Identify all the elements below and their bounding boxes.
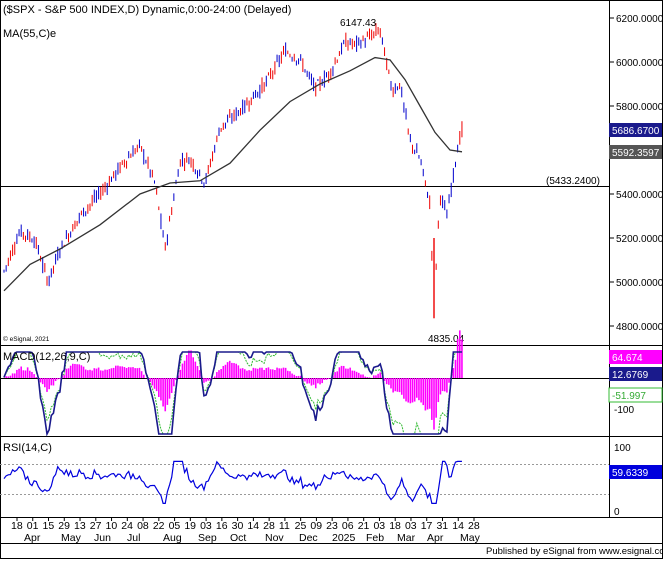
- price-tick-label: 5800.0000: [616, 102, 663, 113]
- date-day-label: 30: [232, 520, 244, 532]
- date-day-label: 28: [263, 520, 275, 532]
- price-tick-label: 5400.0000: [616, 190, 663, 201]
- chart-title: ($SPX - S&P 500 INDEX,D) Dynamic,0:00-24…: [3, 4, 291, 16]
- footer-credit: Published by eSignal from www.esignal.co…: [486, 546, 663, 557]
- rsi-tick-100: 100: [614, 443, 631, 454]
- date-day-label: 25: [295, 520, 307, 532]
- price-tick-label: 5000.0000: [616, 278, 663, 289]
- rsi-tick-0: 0: [614, 507, 620, 518]
- ma-price-tag: [609, 145, 662, 159]
- date-month-label: May: [460, 532, 481, 544]
- date-day-label: 01: [27, 520, 39, 532]
- date-day-label: 24: [121, 520, 133, 532]
- date-day-label: 31: [436, 520, 448, 532]
- last-price-tag: [609, 123, 662, 137]
- high-annotation: 6147.43: [340, 18, 377, 29]
- date-day-label: 03: [373, 520, 385, 532]
- copyright-label: © eSignal, 2021: [3, 335, 50, 343]
- date-day-label: 22: [153, 520, 165, 532]
- date-day-label: 14: [247, 520, 259, 532]
- price-candles: [3, 23, 463, 319]
- macd-hist-tag: [609, 350, 662, 364]
- rsi-value: 59.6339: [612, 468, 649, 479]
- date-day-label: 21: [358, 520, 370, 532]
- level-annotation: (5433.2400): [546, 176, 600, 187]
- date-month-label: Mar: [397, 532, 416, 544]
- date-axis-months: Apr May Jun Jul Aug Sep Oct Nov Dec 2025 Feb Mar Apr…: [24, 532, 481, 544]
- low-annotation: 4835.04: [428, 334, 465, 345]
- macd-signal-tag: [608, 387, 663, 403]
- date-month-label: Jun: [94, 532, 111, 544]
- date-month-label: Dec: [299, 532, 318, 544]
- date-day-label: 15: [43, 520, 55, 532]
- date-day-label: 03: [200, 520, 212, 532]
- date-month-label: Jul: [127, 532, 140, 544]
- date-month-label: Sep: [198, 532, 217, 544]
- date-day-label: 18: [11, 520, 23, 532]
- macd-tick-minus100: -100: [614, 405, 634, 416]
- date-day-label: 14: [452, 520, 464, 532]
- price-tick-label: 6200.0000: [616, 14, 663, 25]
- ma-label: MA(55,C)e: [3, 28, 56, 40]
- date-day-label: 19: [184, 520, 196, 532]
- macd-signal-value: -51.997: [612, 391, 646, 402]
- date-day-label: 13: [74, 520, 86, 532]
- date-day-label: 08: [137, 520, 149, 532]
- price-tick-label: 5200.0000: [616, 234, 663, 245]
- rsi-label: RSI(14,C): [3, 442, 52, 454]
- date-month-label: Oct: [230, 532, 246, 544]
- date-day-label: 18: [389, 520, 401, 532]
- last-price-value: 5686.6700: [612, 126, 660, 137]
- date-day-label: 16: [216, 520, 228, 532]
- date-day-label: 10: [106, 520, 118, 532]
- macd-label: MACD(12,26,9,C): [3, 351, 90, 363]
- date-day-label: 17: [421, 520, 433, 532]
- date-month-label: Feb: [366, 532, 384, 544]
- date-month-label: Apr: [24, 532, 41, 544]
- rsi-line: [3, 460, 462, 504]
- ma-price-value: 5592.3597: [612, 148, 660, 159]
- date-day-label: 11: [279, 520, 290, 532]
- date-axis-days: 18 01 15 29 13 27 10 24 08 22 05 19 03 16 30 14 28 11 25 09…: [11, 517, 480, 532]
- date-day-label: 05: [169, 520, 181, 532]
- date-day-label: 29: [58, 520, 70, 532]
- date-day-label: 23: [326, 520, 338, 532]
- date-day-label: 27: [90, 520, 102, 532]
- date-month-label: Nov: [265, 532, 284, 544]
- macd-value: 12.6769: [612, 370, 649, 381]
- date-month-label: Aug: [163, 532, 182, 544]
- price-tick-label: 6000.0000: [616, 58, 663, 69]
- date-day-label: 06: [342, 520, 354, 532]
- macd-value-tag: [609, 367, 662, 381]
- rsi-value-tag: [609, 465, 662, 479]
- date-day-label: 03: [405, 520, 417, 532]
- price-tick-label: 4800.0000: [616, 322, 663, 333]
- macd-hist-value: 64.674: [612, 353, 643, 364]
- date-month-label: May: [61, 532, 82, 544]
- date-day-label: 09: [310, 520, 322, 532]
- macd-line: [3, 351, 462, 437]
- ma-55-line: [3, 56, 463, 292]
- date-day-label: 28: [468, 520, 480, 532]
- date-month-label: 2025: [332, 532, 356, 544]
- date-month-label: Apr: [427, 532, 444, 544]
